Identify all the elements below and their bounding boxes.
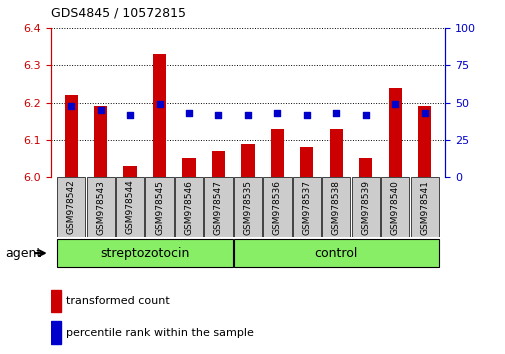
Text: GDS4845 / 10572815: GDS4845 / 10572815 [50, 6, 185, 19]
Text: GSM978547: GSM978547 [214, 179, 223, 235]
Point [126, 112, 134, 118]
Bar [182, 159, 195, 177]
Point [243, 112, 251, 118]
FancyBboxPatch shape [234, 239, 438, 268]
Bar [388, 88, 401, 177]
Text: GSM978540: GSM978540 [390, 179, 399, 235]
Point [273, 110, 281, 116]
FancyBboxPatch shape [322, 177, 350, 237]
Point [155, 101, 163, 107]
Text: GSM978545: GSM978545 [155, 179, 164, 235]
Point [302, 112, 310, 118]
Text: GSM978544: GSM978544 [125, 180, 134, 234]
Bar [329, 129, 342, 177]
Text: GSM978546: GSM978546 [184, 179, 193, 235]
Bar [417, 106, 430, 177]
FancyBboxPatch shape [410, 177, 438, 237]
Text: streptozotocin: streptozotocin [100, 247, 189, 259]
Point [390, 101, 398, 107]
Text: agent: agent [5, 247, 41, 259]
Bar [94, 106, 107, 177]
FancyBboxPatch shape [204, 177, 232, 237]
Point [185, 110, 193, 116]
Point [332, 110, 340, 116]
FancyBboxPatch shape [57, 239, 232, 268]
Point [67, 103, 75, 108]
Bar [123, 166, 136, 177]
Bar [153, 55, 166, 177]
Text: GSM978543: GSM978543 [96, 179, 105, 235]
Bar [359, 159, 372, 177]
Point [361, 112, 369, 118]
FancyBboxPatch shape [351, 177, 379, 237]
FancyBboxPatch shape [233, 177, 262, 237]
FancyBboxPatch shape [145, 177, 173, 237]
Text: GSM978539: GSM978539 [361, 179, 370, 235]
Text: GSM978542: GSM978542 [67, 180, 76, 234]
FancyBboxPatch shape [292, 177, 320, 237]
Text: GSM978535: GSM978535 [243, 179, 252, 235]
FancyBboxPatch shape [57, 177, 85, 237]
FancyBboxPatch shape [86, 177, 115, 237]
Bar [212, 151, 225, 177]
Text: percentile rank within the sample: percentile rank within the sample [66, 328, 253, 338]
Point [96, 107, 105, 113]
Bar [299, 147, 313, 177]
Text: GSM978537: GSM978537 [302, 179, 311, 235]
FancyBboxPatch shape [263, 177, 291, 237]
Bar [241, 144, 254, 177]
Bar [50, 321, 61, 344]
Bar [270, 129, 283, 177]
Text: control: control [314, 247, 357, 259]
Text: GSM978536: GSM978536 [272, 179, 281, 235]
FancyBboxPatch shape [175, 177, 203, 237]
Point [420, 110, 428, 116]
Bar [65, 95, 78, 177]
Text: GSM978541: GSM978541 [419, 179, 428, 235]
FancyBboxPatch shape [380, 177, 409, 237]
Bar [50, 290, 61, 312]
Text: GSM978538: GSM978538 [331, 179, 340, 235]
Text: transformed count: transformed count [66, 296, 169, 306]
Point [214, 112, 222, 118]
FancyBboxPatch shape [116, 177, 144, 237]
